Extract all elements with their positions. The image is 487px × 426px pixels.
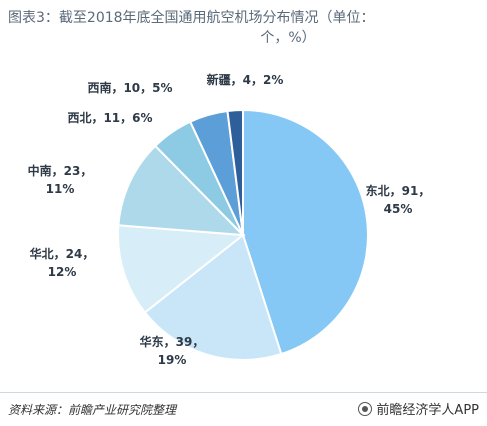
chart-title: 图表3：截至2018年底全国通用航空机场分布情况（单位： 个，%） bbox=[8, 8, 478, 48]
slice-label-3: 中南，23， 11% bbox=[28, 163, 93, 196]
slice-label-1: 华东，39， 19% bbox=[140, 334, 205, 367]
pie-slice-2 bbox=[117, 224, 246, 314]
pie-slice-0 bbox=[242, 108, 369, 356]
pie-slice-1 bbox=[143, 233, 283, 361]
pie-chart: 东北，91， 45% 华东，39， 19% 华北，24， 12% 中南，23， 11% 西北，1… bbox=[28, 72, 431, 367]
brand-name: 前瞻经济学人APP bbox=[376, 403, 479, 418]
slice-label-0: 东北，91， 45% bbox=[366, 183, 431, 216]
slice-label-2: 华北，24， 12% bbox=[30, 246, 95, 279]
slice-label-5: 西南，10，5% bbox=[87, 80, 172, 95]
brand: 前瞻经济学人APP bbox=[358, 399, 479, 418]
footer: 资料来源：前瞻产业研究院整理 前瞻经济学人APP bbox=[0, 392, 487, 426]
brand-logo-icon bbox=[358, 401, 373, 416]
chart-title-line2: 个，%） bbox=[260, 30, 316, 46]
slice-label-4: 西北，11，6% bbox=[67, 110, 152, 125]
source-note: 资料来源：前瞻产业研究院整理 bbox=[8, 403, 177, 417]
chart-title-line1: 图表3：截至2018年底全国通用航空机场分布情况（单位： bbox=[8, 10, 375, 26]
slice-label-6: 新疆，4，2% bbox=[207, 72, 284, 87]
pie-slice-3 bbox=[117, 144, 246, 237]
pie-slice-6 bbox=[226, 108, 244, 236]
